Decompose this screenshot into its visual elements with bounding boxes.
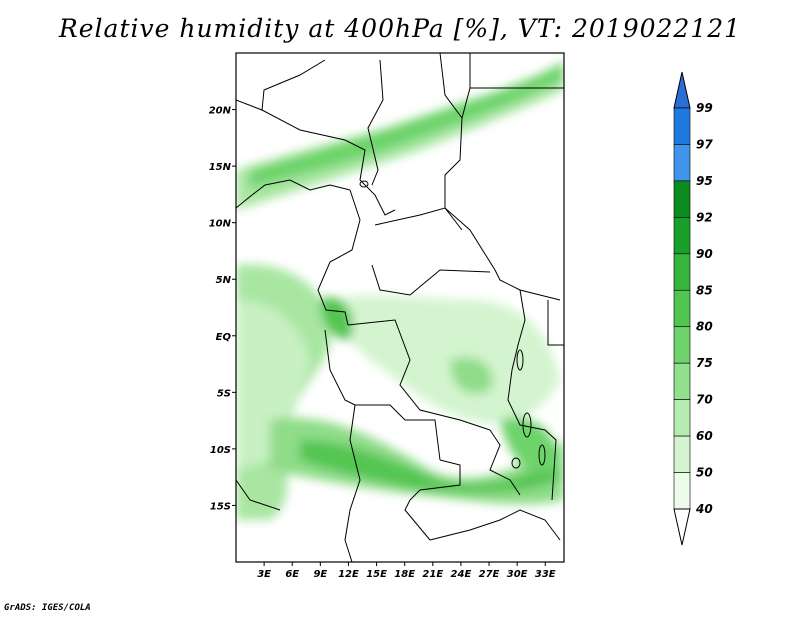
lat-tick-label: 20N — [209, 106, 232, 117]
colorbar-segment — [673, 399, 691, 437]
latitude-axis: 20N 15N 10N 5N EQ 5S 10S 15S — [209, 106, 236, 512]
colorbar-label: 75 — [696, 356, 713, 370]
colorbar-label: 60 — [696, 429, 713, 443]
colorbar-label: 95 — [696, 174, 713, 188]
lakes — [359, 180, 546, 469]
colorbar-segment — [673, 435, 691, 473]
colorbar-label: 85 — [696, 283, 713, 297]
colorbar-label: 50 — [696, 466, 713, 480]
colorbar-segment — [673, 472, 691, 510]
country-boundaries — [236, 53, 564, 562]
colorbar-top-arrow — [673, 71, 691, 109]
lon-tick-label: 6E — [285, 569, 299, 580]
lon-tick-label: 21E — [422, 569, 443, 580]
longitude-axis: 3E 6E 9E 12E 15E 18E 21E 24E 27E 30E 33E — [257, 562, 556, 580]
lon-tick-label: 33E — [535, 569, 556, 580]
lon-tick-label: 3E — [257, 569, 271, 580]
colorbar-label: 92 — [696, 210, 713, 224]
colorbar-label: 99 — [696, 101, 713, 115]
colorbar-label: 90 — [696, 247, 713, 261]
colorbar-segment — [673, 144, 691, 182]
lon-tick-label: 30E — [507, 569, 528, 580]
colorbar-bottom-arrow — [673, 508, 691, 546]
lat-tick-label: 10S — [210, 445, 231, 456]
lat-tick-label: 10N — [209, 219, 232, 230]
colorbar-segment — [673, 289, 691, 328]
lat-tick-label: EQ — [216, 332, 232, 343]
lon-tick-label: 9E — [313, 569, 327, 580]
lon-tick-label: 27E — [479, 569, 500, 580]
lat-tick-label: 15S — [210, 501, 231, 512]
colorbar-label: 97 — [696, 137, 713, 151]
humidity-field — [236, 60, 564, 520]
lat-tick-label: 15N — [209, 162, 232, 173]
colorbar-label: 80 — [696, 320, 713, 334]
colorbar: 99 97 95 92 90 85 80 75 70 60 50 40 — [673, 71, 713, 546]
colorbar-segment — [673, 362, 691, 400]
colorbar-label: 40 — [695, 502, 713, 516]
lon-tick-label: 24E — [451, 569, 472, 580]
lon-tick-label: 18E — [394, 569, 415, 580]
footer-credit: GrADS: IGES/COLA — [4, 603, 91, 613]
map-title: Relative humidity at 400hPa [%], VT: 201… — [58, 14, 742, 43]
colorbar-segment — [673, 107, 691, 145]
humidity-south — [270, 418, 564, 505]
colorbar-segment — [673, 180, 691, 218]
colorbar-segment — [673, 326, 691, 364]
colorbar-label: 70 — [696, 393, 713, 407]
lat-tick-label: 5N — [216, 275, 232, 286]
plot-frame — [235, 52, 565, 563]
lat-tick-label: 5S — [217, 388, 231, 399]
lon-tick-label: 15E — [366, 569, 387, 580]
colorbar-segment — [673, 253, 691, 291]
colorbar-segment — [673, 217, 691, 255]
lon-tick-label: 12E — [338, 569, 359, 580]
